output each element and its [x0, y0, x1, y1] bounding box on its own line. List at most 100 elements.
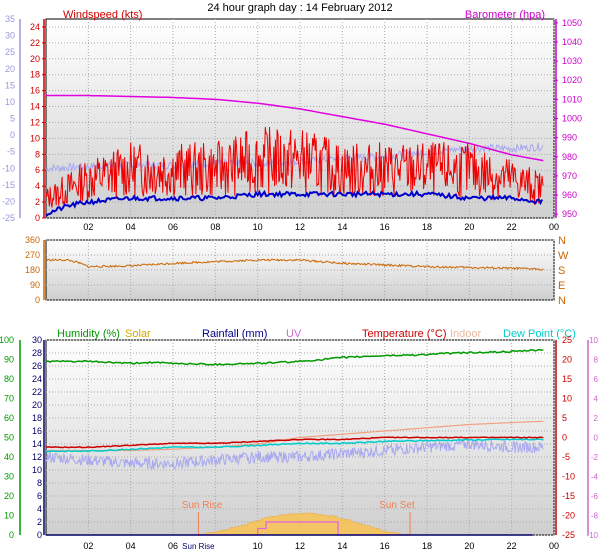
- temp-c-y-tick: -5: [562, 452, 570, 462]
- rain-y-tick: 14: [32, 439, 42, 449]
- temp-y-tick: 35: [5, 14, 15, 24]
- rain-y-tick: 24: [32, 374, 42, 384]
- baro-y-tick: 1020: [562, 75, 582, 85]
- humidity-y-tick: 100: [0, 335, 14, 345]
- wind-y-tick: 18: [30, 70, 40, 80]
- humidity-y-tick: 90: [4, 355, 14, 365]
- baro-y-tick: 980: [562, 152, 577, 162]
- weather-x-tick: 06: [168, 541, 178, 551]
- humidity-legend: Humidity (%): [57, 328, 120, 340]
- barometer-line: [46, 94, 544, 162]
- baro-y-tick: 990: [562, 133, 577, 143]
- rain-y-tick: 18: [32, 413, 42, 423]
- dir-compass-tick: N: [558, 295, 566, 307]
- temp-y-tick: 5: [10, 114, 15, 124]
- temp-c-y-tick: -15: [562, 491, 575, 501]
- dir-compass-tick: E: [558, 280, 565, 292]
- uv-y-tick: 8: [594, 356, 599, 365]
- baro-y-tick: 950: [562, 209, 577, 219]
- rain-y-tick: 0: [37, 530, 42, 540]
- wind-x-tick: 06: [168, 222, 178, 232]
- wind-y-tick: 20: [30, 54, 40, 64]
- dir-y-tick: 0: [35, 295, 40, 305]
- humidity-y-tick: 0: [9, 530, 14, 540]
- temp-y-tick: -10: [2, 163, 15, 173]
- rain-y-tick: 26: [32, 361, 42, 371]
- rain-y-tick: 20: [32, 400, 42, 410]
- dewpoint-legend: Dew Point (°C): [503, 328, 576, 340]
- windspeed-line: [45, 126, 544, 208]
- wind-x-tick: 16: [380, 222, 390, 232]
- sun-set-label: Sun Set: [379, 500, 415, 511]
- humidity-y-tick: 60: [4, 413, 14, 423]
- wind-x-tick: 08: [210, 222, 220, 232]
- baro-y-tick: 1050: [562, 18, 582, 28]
- indoor-line: [46, 420, 544, 452]
- sun-rise-label: Sun Rise: [182, 500, 223, 511]
- uv-line: [198, 521, 411, 536]
- temp-y-tick: 0: [10, 130, 15, 140]
- wind-y-tick: 6: [35, 165, 40, 175]
- humidity-y-tick: 10: [4, 511, 14, 521]
- gust-line: [45, 189, 543, 217]
- temp-y-tick: -25: [2, 213, 15, 223]
- wind-y-tick: 10: [30, 133, 40, 143]
- temp-c-y-tick: 10: [562, 394, 572, 404]
- wind-y-tick: 12: [30, 117, 40, 127]
- weather-x-tick: 12: [295, 541, 305, 551]
- wind-y-tick: 8: [35, 149, 40, 159]
- wind-x-tick: 02: [83, 222, 93, 232]
- uv-y-tick: 6: [594, 375, 599, 384]
- solar-legend: Solar: [125, 328, 151, 340]
- uv-y-tick: -6: [591, 492, 599, 501]
- rain-y-tick: 22: [32, 387, 42, 397]
- temp-y-tick: -20: [2, 196, 15, 206]
- temp-c-y-tick: 20: [562, 355, 572, 365]
- temp-c-y-tick: 25: [562, 335, 572, 345]
- rain-y-tick: 2: [37, 517, 42, 527]
- humidity-y-tick: 80: [4, 374, 14, 384]
- page-title: 24 hour graph day : 14 February 2012: [207, 2, 392, 14]
- wind-x-tick: 20: [464, 222, 474, 232]
- dir-y-tick: 90: [30, 280, 40, 290]
- wind-y-tick: 24: [30, 22, 40, 32]
- wind-x-tick: 12: [295, 222, 305, 232]
- rain-y-tick: 28: [32, 348, 42, 358]
- weather-x-tick: 00: [549, 541, 559, 551]
- rain-y-tick: 30: [32, 335, 42, 345]
- wind-y-tick: 22: [30, 38, 40, 48]
- rain-y-tick: 4: [37, 504, 42, 514]
- humidity-y-tick: 50: [4, 433, 14, 443]
- uv-y-tick: -2: [591, 453, 599, 462]
- humidity-y-tick: 40: [4, 452, 14, 462]
- uv-y-tick: 10: [589, 336, 598, 345]
- wind-x-tick: 04: [126, 222, 136, 232]
- uv-y-tick: 2: [594, 414, 599, 423]
- dir-y-tick: 180: [25, 265, 40, 275]
- temp-c-y-tick: 5: [562, 413, 567, 423]
- temp-y-tick: 10: [5, 97, 15, 107]
- baro-y-tick: 1010: [562, 94, 582, 104]
- humidity-line: [45, 348, 544, 366]
- wind-y-tick: 14: [30, 102, 40, 112]
- wind-x-tick: 18: [422, 222, 432, 232]
- baro-y-tick: 970: [562, 171, 577, 181]
- wind-y-tick: 4: [35, 181, 40, 191]
- rain-y-tick: 10: [32, 465, 42, 475]
- solar-area: [198, 512, 411, 536]
- temp-noise-line: [45, 437, 544, 471]
- wind-x-tick: 10: [253, 222, 263, 232]
- rain-y-tick: 8: [37, 478, 42, 488]
- temp-y-tick: -15: [2, 180, 15, 190]
- uv-y-tick: -10: [586, 531, 598, 540]
- baro-y-tick: 1030: [562, 56, 582, 66]
- humidity-y-tick: 70: [4, 394, 14, 404]
- rain-y-tick: 16: [32, 426, 42, 436]
- uv-legend: UV: [286, 328, 302, 340]
- wind-direction-line: [45, 258, 544, 271]
- wind-y-tick: 0: [35, 213, 40, 223]
- wind-y-tick: 2: [35, 197, 40, 207]
- temp-c-y-tick: -25: [562, 530, 575, 540]
- temp-c-y-tick: 15: [562, 374, 572, 384]
